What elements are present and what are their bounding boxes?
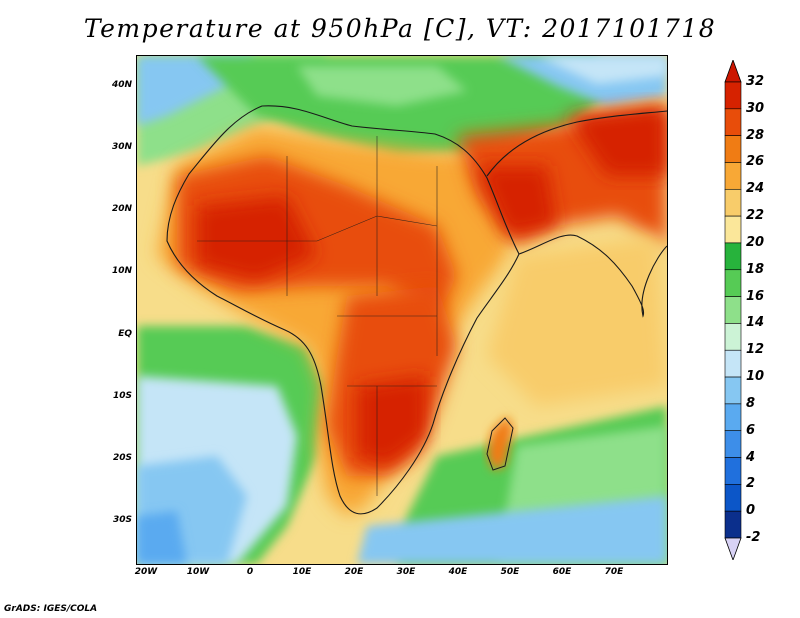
arabia-india-coastline: [518, 234, 667, 318]
africa-coastline: [166, 105, 520, 515]
lat-label: 20N: [111, 204, 132, 214]
lat-label: 10N: [111, 266, 132, 276]
colorbar-label: 4: [746, 449, 756, 465]
colorbar-label: 14: [746, 315, 765, 331]
lat-label: 20S: [112, 453, 132, 463]
colorbar-swatch: [724, 108, 742, 136]
colorbar-swatch: [724, 135, 742, 163]
colorbar-swatch: [724, 269, 742, 297]
colorbar-swatch: [724, 188, 742, 217]
asia-north-light: [537, 56, 667, 84]
colorbar-label: 6: [746, 422, 756, 438]
lat-label: 40N: [111, 80, 132, 90]
colorbar-label: 12: [746, 342, 765, 358]
credit-text: GrADS: IGES/COLA: [4, 604, 98, 614]
colorbar-label: 24: [746, 181, 765, 197]
arabia-hottest: [477, 166, 557, 236]
lon-label: 10W: [186, 567, 210, 577]
colorbar: [724, 60, 742, 560]
colorbar-swatch: [724, 162, 742, 190]
colorbar-swatch: [724, 242, 742, 271]
colorbar-label: 18: [746, 261, 765, 277]
colorbar-label: 2: [746, 476, 756, 492]
lon-label: 70E: [604, 567, 624, 577]
asia-coastline: [486, 110, 667, 177]
lon-label: 10E: [292, 567, 312, 577]
lat-label: EQ: [118, 329, 132, 339]
colorbar-swatch: [724, 457, 742, 485]
colorbar-label: 26: [746, 154, 765, 170]
arabian-sea-mild: [487, 236, 667, 406]
lon-label: 60E: [552, 567, 572, 577]
madagascar-coastline: [486, 417, 514, 471]
lat-label: 10S: [112, 391, 132, 401]
south-atlantic-deep-blue: [137, 511, 187, 564]
colorbar-label: 22: [746, 208, 765, 224]
colorbar-label: 28: [746, 127, 765, 143]
colorbar-label: 16: [746, 288, 765, 304]
temperature-map: [137, 56, 667, 564]
country-borders: [197, 136, 438, 496]
colorbar-swatch: [724, 296, 742, 324]
lon-label: 50E: [500, 567, 520, 577]
colorbar-label: 0: [746, 503, 756, 519]
colorbar-label: -2: [746, 530, 761, 545]
map-plot-area[interactable]: [136, 55, 668, 565]
colorbar-label: 30: [746, 100, 765, 116]
colorbar-label: 10: [746, 369, 765, 385]
pakistan-hottest: [567, 106, 667, 176]
colorbar-swatch: [724, 376, 742, 405]
colorbar-top-arrow: [724, 60, 742, 83]
lat-label: 30N: [111, 142, 132, 152]
colorbar-label: 8: [746, 395, 756, 411]
lon-label: 20W: [134, 567, 158, 577]
south-indian-blue: [357, 496, 667, 564]
colorbar-swatch: [724, 349, 742, 378]
colorbar-swatch: [724, 510, 742, 539]
colorbar-swatch: [724, 81, 742, 110]
colorbar-swatch: [724, 430, 742, 458]
lon-label: 30E: [396, 567, 416, 577]
colorbar-swatch: [724, 484, 742, 512]
chart-title: Temperature at 950hPa [C], VT: 201710171…: [83, 14, 717, 43]
colorbar-swatch: [724, 215, 742, 244]
colorbar-label: 20: [746, 234, 765, 250]
lat-label: 30S: [112, 515, 132, 525]
mediterranean-green: [197, 56, 607, 156]
colorbar-bottom-arrow: [724, 537, 742, 560]
lon-label: 0: [246, 567, 254, 577]
lon-label: 40E: [448, 567, 468, 577]
southern-africa-hottest: [357, 376, 427, 466]
lon-label: 20E: [344, 567, 364, 577]
colorbar-swatch: [724, 403, 742, 432]
europe-light-green: [297, 66, 467, 106]
colorbar-label: 32: [746, 74, 765, 89]
colorbar-swatch: [724, 323, 742, 351]
